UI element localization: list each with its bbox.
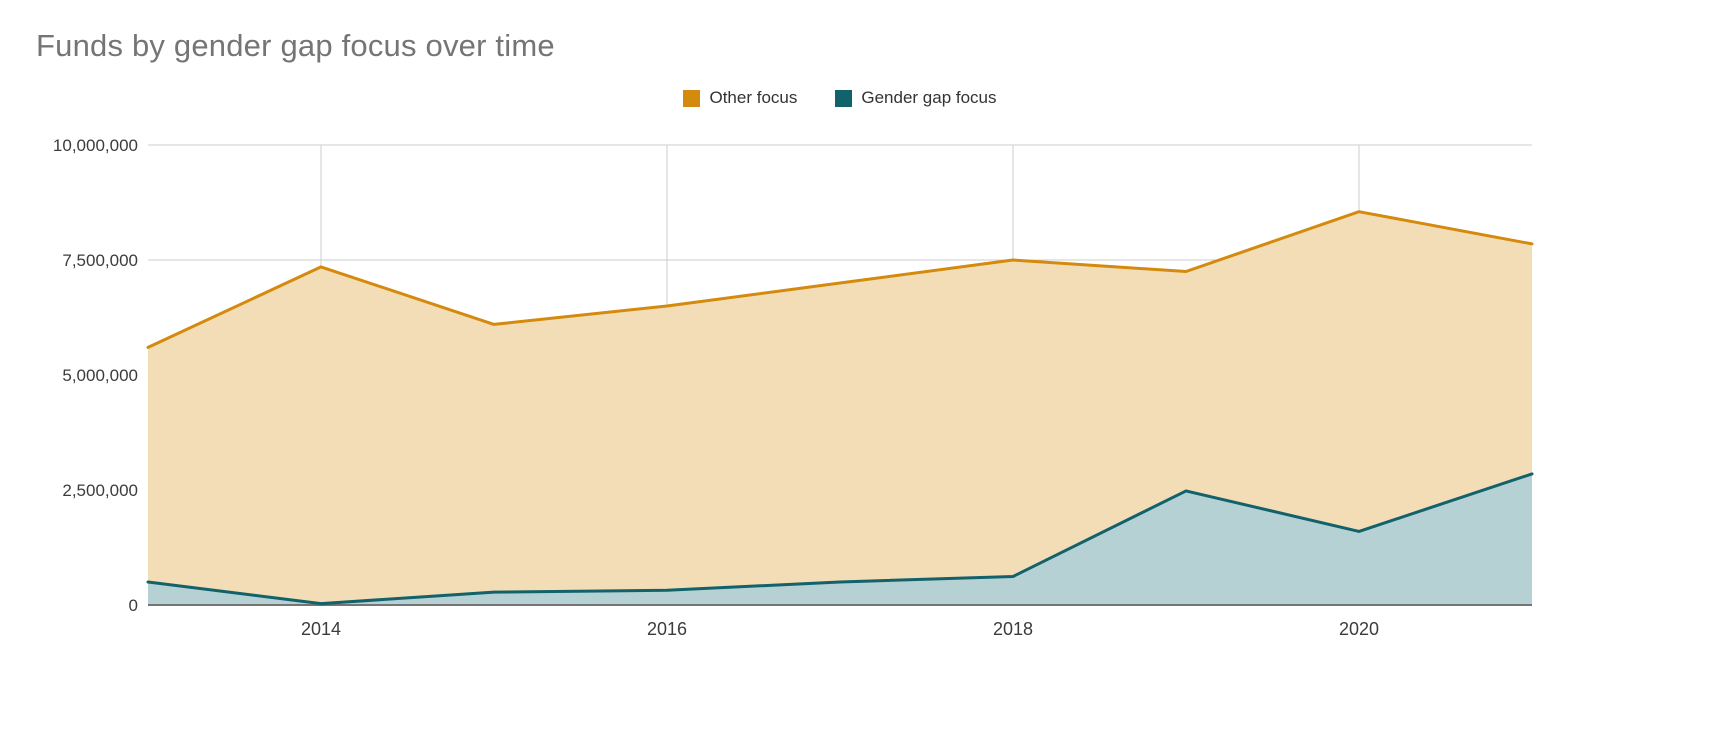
area-other-focus xyxy=(148,211,1532,604)
x-tick-label: 2020 xyxy=(1339,619,1379,639)
legend-label-other-focus: Other focus xyxy=(709,88,798,107)
chart-title: Funds by gender gap focus over time xyxy=(36,28,555,63)
x-tick-label: 2016 xyxy=(647,619,687,639)
y-tick-label: 10,000,000 xyxy=(53,136,138,155)
legend: Other focus Gender gap focus xyxy=(148,88,1532,108)
legend-swatch-other-focus xyxy=(683,89,701,107)
area-gender-gap-focus xyxy=(148,473,1532,605)
x-tick-label: 2018 xyxy=(993,619,1033,639)
legend-item-gender-gap-focus[interactable]: Gender gap focus xyxy=(835,88,997,108)
line-gender-gap-focus xyxy=(146,472,1534,606)
x-tick-label: 2014 xyxy=(301,619,341,639)
line-other-focus xyxy=(146,210,1534,349)
legend-swatch-gender-gap-focus xyxy=(835,89,853,107)
y-tick-label: 5,000,000 xyxy=(62,366,138,385)
y-tick-label: 7,500,000 xyxy=(62,251,138,270)
legend-item-other-focus[interactable]: Other focus xyxy=(683,88,797,108)
y-tick-label: 2,500,000 xyxy=(62,481,138,500)
y-tick-label: 0 xyxy=(129,596,138,615)
legend-label-gender-gap-focus: Gender gap focus xyxy=(861,88,997,107)
